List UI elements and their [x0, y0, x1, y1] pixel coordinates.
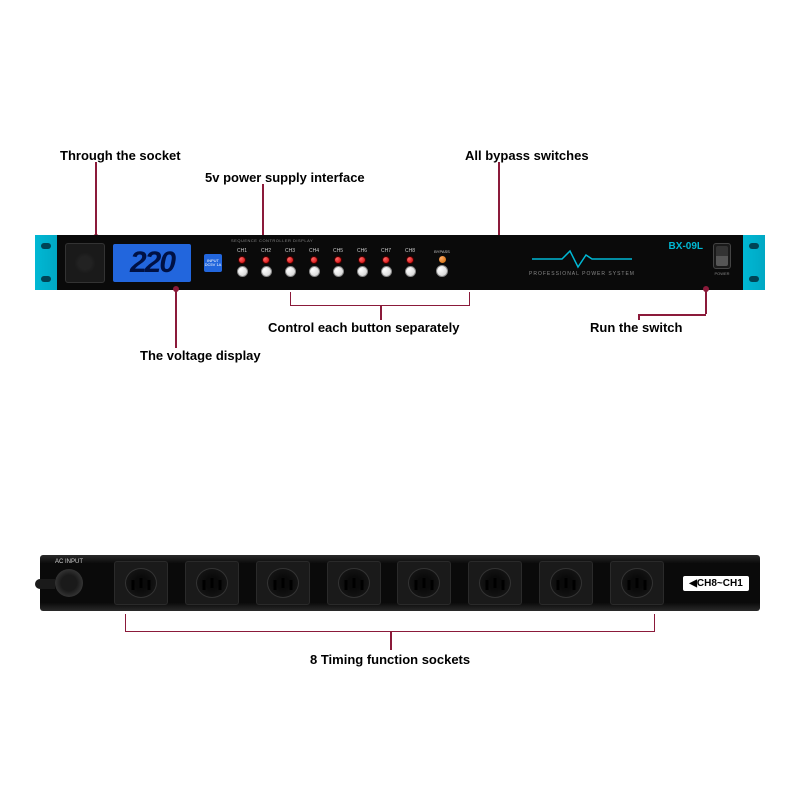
callout-channels: Control each button separately	[268, 320, 459, 335]
ch-range: ◀CH8~CH1	[680, 555, 760, 611]
brand-area: PROFESSIONAL POWER SYSTEM BX-09L	[455, 235, 709, 290]
line-runswitch-h	[638, 314, 706, 316]
power-label: POWER	[714, 271, 729, 276]
rear-socket-3[interactable]	[256, 561, 310, 605]
ac-cable-icon[interactable]	[55, 569, 83, 597]
line-runswitch-v2	[638, 314, 640, 320]
rear-socket-8[interactable]	[610, 561, 664, 605]
ch7-button[interactable]	[381, 266, 392, 277]
brand-text: PROFESSIONAL POWER SYSTEM	[529, 271, 635, 277]
ch6-led-icon	[358, 256, 366, 264]
usb-icon: INPUT DC5V 1A	[204, 254, 222, 272]
channel-3: CH3	[279, 248, 301, 277]
ch6-button[interactable]	[357, 266, 368, 277]
rear-socket-7[interactable]	[539, 561, 593, 605]
channel-2: CH2	[255, 248, 277, 277]
line-rear	[390, 632, 392, 650]
callout-runswitch: Run the switch	[590, 320, 682, 335]
rack-ear-right	[743, 235, 765, 290]
model-label: BX-09L	[669, 241, 703, 252]
ch1-button[interactable]	[237, 266, 248, 277]
seq-header: SEQUENCE CONTROLLER DISPLAY	[231, 238, 313, 243]
channel-6: CH6	[351, 248, 373, 277]
ch3-led-icon	[286, 256, 294, 264]
ch1-led-icon	[238, 256, 246, 264]
line-channels	[380, 306, 382, 320]
ch4-led-icon	[310, 256, 318, 264]
ch4-label: CH4	[309, 248, 319, 254]
voltage-display: 220	[111, 242, 193, 284]
ac-input: AC INPUT	[40, 555, 98, 611]
ch6-label: CH6	[357, 248, 367, 254]
channel-5: CH5	[327, 248, 349, 277]
bypass-control: BYPASS	[429, 249, 455, 277]
bracket-channels	[290, 292, 470, 306]
ch3-label: CH3	[285, 248, 295, 254]
waveform-icon	[532, 249, 632, 269]
ac-input-label: AC INPUT	[55, 559, 83, 565]
channel-8: CH8	[399, 248, 421, 277]
line-runswitch-v	[705, 290, 707, 314]
ch7-led-icon	[382, 256, 390, 264]
front-body: 220 INPUT DC5V 1A SEQUENCE CONTROLLER DI…	[57, 235, 743, 290]
line-socket	[95, 162, 97, 235]
callout-voltage: The voltage display	[140, 348, 261, 363]
rear-sockets-group	[98, 561, 680, 605]
ch-range-badge: ◀CH8~CH1	[683, 576, 749, 591]
channel-4: CH4	[303, 248, 325, 277]
rear-socket-1[interactable]	[114, 561, 168, 605]
rocker-icon	[716, 246, 728, 266]
bypass-label: BYPASS	[434, 249, 450, 254]
callout-5v: 5v power supply interface	[205, 170, 365, 185]
usb-5v-port[interactable]: INPUT DC5V 1A	[199, 245, 227, 281]
ch7-label: CH7	[381, 248, 391, 254]
ch8-led-icon	[406, 256, 414, 264]
ch2-button[interactable]	[261, 266, 272, 277]
line-voltage	[175, 290, 177, 348]
callout-bypass: All bypass switches	[465, 148, 589, 163]
bracket-rear	[125, 614, 655, 632]
ch2-led-icon	[262, 256, 270, 264]
ch5-button[interactable]	[333, 266, 344, 277]
dot-runswitch	[703, 286, 709, 292]
ch8-label: CH8	[405, 248, 415, 254]
callout-rearsockets: 8 Timing function sockets	[310, 652, 470, 667]
ch3-button[interactable]	[285, 266, 296, 277]
rear-socket-4[interactable]	[327, 561, 381, 605]
ch1-label: CH1	[237, 248, 247, 254]
rear-socket-6[interactable]	[468, 561, 522, 605]
channel-7: CH7	[375, 248, 397, 277]
voltage-value: 220	[130, 246, 174, 280]
power-switch[interactable]	[713, 243, 731, 269]
line-bypass	[498, 162, 500, 240]
rack-ear-left	[35, 235, 57, 290]
through-socket[interactable]	[65, 243, 105, 283]
front-panel: 220 INPUT DC5V 1A SEQUENCE CONTROLLER DI…	[35, 235, 765, 290]
power-switch-group: POWER	[709, 243, 735, 283]
bypass-led-icon	[439, 256, 446, 263]
rear-socket-2[interactable]	[185, 561, 239, 605]
ch2-label: CH2	[261, 248, 271, 254]
line-5v	[262, 184, 264, 240]
ch8-button[interactable]	[405, 266, 416, 277]
ch5-led-icon	[334, 256, 342, 264]
bypass-button[interactable]	[436, 265, 448, 277]
ch5-label: CH5	[333, 248, 343, 254]
dot-voltage	[173, 286, 179, 292]
callout-socket: Through the socket	[60, 148, 181, 163]
channel-group: SEQUENCE CONTROLLER DISPLAY CH1 CH2 CH3 …	[231, 248, 421, 277]
channel-1: CH1	[231, 248, 253, 277]
rear-socket-5[interactable]	[397, 561, 451, 605]
ch4-button[interactable]	[309, 266, 320, 277]
rear-panel: AC INPUT ◀CH8~CH1	[40, 555, 760, 611]
